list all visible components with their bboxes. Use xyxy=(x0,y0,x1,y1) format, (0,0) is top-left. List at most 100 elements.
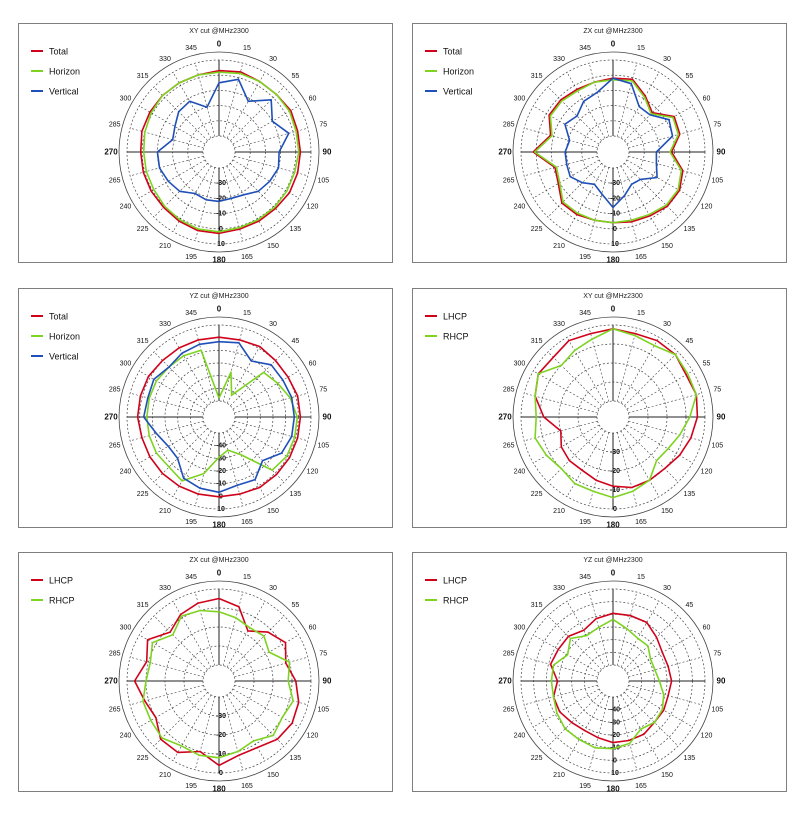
angle-label: 300 xyxy=(120,625,132,632)
angle-label: 55 xyxy=(685,73,693,80)
angle-label: 315 xyxy=(531,73,543,80)
chart-title: ZX cut @MHz2300 xyxy=(583,28,642,35)
angle-label: 285 xyxy=(503,387,515,394)
grid-spoke xyxy=(524,684,598,706)
angle-label: 165 xyxy=(635,783,647,790)
grid-spoke xyxy=(130,155,204,177)
polar-chart: YZ cut @MHz2300-40-30-20-100100153045607… xyxy=(31,293,332,530)
angle-label: 135 xyxy=(684,491,696,498)
polar-chart: XY cut @MHz2300 -30 -20 -10 0 10 0 15 30 55 60 75 90… xyxy=(31,28,332,264)
angle-label: 75 xyxy=(319,122,327,129)
polar-chart: ZX cut @MHz2300 -30 -20 -10 0 0 15 30 55 60 75 90 10… xyxy=(31,557,332,794)
grid-spoke xyxy=(628,127,702,149)
angle-label: 345 xyxy=(185,45,197,52)
grid-spoke xyxy=(226,165,266,232)
angle-label: 195 xyxy=(185,783,197,790)
angle-label: 330 xyxy=(159,56,171,63)
angle-label: 15 xyxy=(243,45,251,52)
angle-label: 105 xyxy=(317,442,329,449)
grid-spoke xyxy=(194,167,216,241)
radial-tick-label: 0 xyxy=(613,757,617,764)
angle-label: 210 xyxy=(553,243,565,250)
angle-label: 105 xyxy=(711,442,723,449)
grid-spoke xyxy=(234,127,308,149)
radial-tick-label: -30 xyxy=(610,449,620,456)
radial-tick-label: -30 xyxy=(216,455,226,462)
legend-label: Total xyxy=(49,312,68,322)
series-line xyxy=(133,597,300,767)
radial-tick-label: -20 xyxy=(610,732,620,739)
angle-label: 345 xyxy=(579,310,591,317)
grid-spoke xyxy=(588,63,610,137)
angle-label: 180 xyxy=(606,521,620,530)
angle-label: 90 xyxy=(323,677,332,686)
angle-label: 225 xyxy=(137,755,149,762)
angle-label: 165 xyxy=(635,254,647,261)
series-line xyxy=(549,612,673,744)
angle-label: 30 xyxy=(663,321,671,328)
radial-tick-label: -10 xyxy=(216,751,226,758)
grid-spoke xyxy=(194,696,216,770)
angle-label: 285 xyxy=(109,387,121,394)
legend-label: Total xyxy=(49,47,68,57)
angle-label: 135 xyxy=(290,755,302,762)
series-line xyxy=(550,618,665,750)
angle-label: 75 xyxy=(713,651,721,658)
angle-label: 300 xyxy=(514,625,526,632)
angle-label: 30 xyxy=(269,321,277,328)
angle-label: 165 xyxy=(241,783,253,790)
legend-label: LHCP xyxy=(49,576,73,586)
angle-label: 150 xyxy=(661,243,673,250)
angle-label: 285 xyxy=(109,651,121,658)
grid-spoke xyxy=(234,392,308,414)
grid-spoke xyxy=(524,656,598,678)
grid-spoke xyxy=(524,155,598,177)
series-line xyxy=(146,349,299,482)
grid-spoke xyxy=(232,159,299,199)
angle-label: 210 xyxy=(553,508,565,515)
grid-spoke xyxy=(234,684,308,706)
angle-label: 180 xyxy=(212,785,226,794)
angle-label: 30 xyxy=(269,56,277,63)
chart-panel-1: XY cut @MHz2300 -30 -20 -10 0 10 0 15 30 55 60 75 90… xyxy=(18,23,393,264)
angle-label: 330 xyxy=(553,585,565,592)
angle-label: 225 xyxy=(531,226,543,233)
angle-label: 120 xyxy=(307,733,319,740)
angle-label: 330 xyxy=(553,56,565,63)
radial-tick-label: 10 xyxy=(611,770,619,777)
angle-label: 150 xyxy=(267,508,279,515)
angle-label: 180 xyxy=(212,521,226,530)
angle-label: 210 xyxy=(553,772,565,779)
angle-label: 15 xyxy=(637,574,645,581)
chart-panel-2: ZX cut @MHz2300 -30 -20 -10 0 10 0 15 30 55 60 75 90… xyxy=(412,23,787,264)
angle-label: 345 xyxy=(185,310,197,317)
angle-label: 120 xyxy=(307,469,319,476)
radial-tick-label: -20 xyxy=(216,732,226,739)
chart-panel-5: ZX cut @MHz2300 -30 -20 -10 0 0 15 30 55 60 75 90 10… xyxy=(18,552,393,794)
series-line xyxy=(156,78,290,203)
grid-spoke xyxy=(234,420,308,442)
grid-spoke xyxy=(234,656,308,678)
angle-label: 270 xyxy=(498,148,512,157)
angle-label: 240 xyxy=(514,469,526,476)
grid-spoke xyxy=(628,155,702,177)
angle-label: 195 xyxy=(579,254,591,261)
grid-spoke xyxy=(547,692,602,747)
grid-spoke xyxy=(234,155,308,177)
angle-label: 165 xyxy=(635,519,647,526)
angle-label: 240 xyxy=(120,733,132,740)
grid-spoke xyxy=(232,105,299,145)
angle-label: 0 xyxy=(217,305,222,314)
chart-panel-3: YZ cut @MHz2300 -40 -30 -20 -10 0 10 0 15 30 45 60 7… xyxy=(18,288,393,530)
series-line xyxy=(142,340,296,494)
angle-label: 265 xyxy=(503,177,515,184)
grid-circle xyxy=(202,664,236,698)
angle-label: 55 xyxy=(703,361,711,368)
outer-ring xyxy=(118,51,320,253)
grid-spoke xyxy=(588,592,610,666)
series-line xyxy=(139,69,302,235)
angle-label: 300 xyxy=(120,96,132,103)
angle-label: 210 xyxy=(159,508,171,515)
angle-label: 300 xyxy=(120,361,132,368)
angle-label: 30 xyxy=(269,585,277,592)
